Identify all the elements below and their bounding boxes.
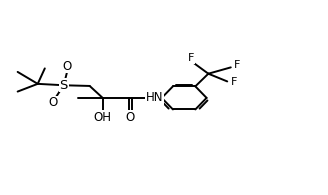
Text: HN: HN xyxy=(146,91,163,104)
Text: O: O xyxy=(125,111,134,124)
Text: F: F xyxy=(188,53,195,63)
Text: F: F xyxy=(231,77,237,87)
Text: OH: OH xyxy=(94,111,112,124)
Text: O: O xyxy=(48,96,57,109)
Text: S: S xyxy=(59,79,68,92)
Text: O: O xyxy=(63,60,72,73)
Text: F: F xyxy=(234,60,240,70)
